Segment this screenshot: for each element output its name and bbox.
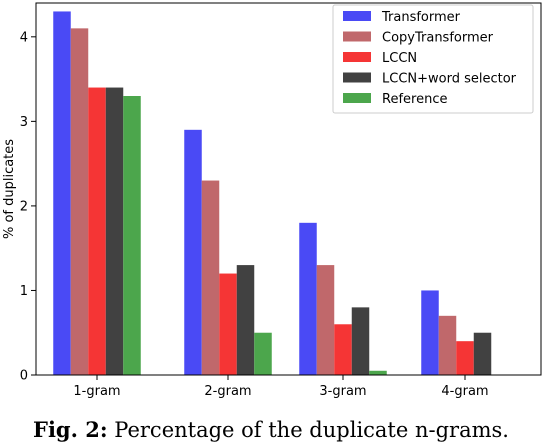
legend-swatch [343, 31, 371, 42]
caption-label: Fig. 2: [33, 417, 108, 442]
bars-group [53, 11, 492, 375]
bar-copytransformer-3-gram [316, 265, 335, 375]
x-tick-label: 4-gram [441, 384, 488, 399]
bar-lccn-4-gram [456, 341, 474, 375]
bar-reference-2-gram [254, 332, 272, 375]
caption-text: Percentage of the duplicate n-grams. [114, 418, 509, 442]
plot-frame [35, 2, 542, 376]
y-axis-label: % of duplicates [2, 139, 17, 239]
bar-copytransformer-2-gram [201, 180, 220, 375]
bar-transformer-2-gram [184, 129, 202, 375]
bar-lccn-3-gram [334, 324, 352, 375]
bar-transformer-1-gram [53, 11, 71, 375]
x-tick-label: 3-gram [319, 384, 366, 399]
x-tick-label: 2-gram [204, 384, 251, 399]
bar-lccn-2-gram [219, 273, 237, 375]
legend-label: CopyTransformer [382, 31, 494, 46]
bar-copytransformer-1-gram [70, 28, 89, 375]
legend-box [332, 4, 534, 114]
legend-label: Transformer [381, 10, 461, 25]
bar-lccn-1-gram [88, 87, 106, 375]
bar-copytransformer-4-gram [438, 315, 457, 375]
y-tick-label: 4 [20, 30, 28, 45]
figure-caption: Fig. 2: Percentage of the duplicate n-gr… [0, 418, 542, 442]
legend-swatch [343, 72, 371, 83]
x-axis-ticks: 1-gram 2-gram 3-gram 4-gram [73, 375, 489, 399]
legend-swatch [343, 52, 371, 62]
legend-label: Reference [382, 92, 447, 107]
y-tick-label: 0 [20, 369, 28, 384]
bar-transformer-3-gram [299, 222, 317, 375]
bar-lccn-word-selector-3-gram [351, 307, 370, 375]
legend-swatch [343, 93, 371, 103]
bar-transformer-4-gram [421, 290, 439, 375]
y-axis-ticks: 0 1 2 3 4 [20, 30, 36, 384]
bar-reference-1-gram [123, 96, 141, 375]
bar-lccn-word-selector-4-gram [473, 332, 492, 375]
legend-label: LCCN+word selector [382, 72, 517, 87]
bar-lccn-word-selector-1-gram [105, 87, 124, 375]
legend: Transformer CopyTransformer LCCN LCCN+word … [332, 4, 534, 114]
bar-chart: 0 1 2 3 4 1-gram 2-gram 3-gram 4-gram % of dupl… [2, 2, 542, 399]
legend-label: LCCN [382, 51, 417, 66]
y-tick-label: 2 [20, 199, 28, 214]
x-tick-label: 1-gram [73, 384, 120, 399]
bar-reference-3-gram [369, 370, 387, 375]
legend-swatch [343, 11, 371, 21]
y-tick-label: 1 [20, 284, 28, 299]
bar-lccn-word-selector-2-gram [236, 265, 255, 375]
y-tick-label: 3 [20, 115, 28, 130]
